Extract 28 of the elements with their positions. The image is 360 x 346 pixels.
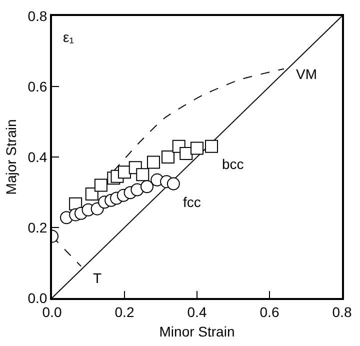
y-tick-label: 0.6	[28, 78, 48, 94]
point	[180, 146, 193, 160]
y-tick-label: 0.0	[28, 290, 48, 306]
x-axis-title: Minor Strain	[159, 324, 235, 340]
series-label: VM	[296, 66, 317, 82]
point	[166, 177, 180, 190]
x-tick-label: 0.0	[42, 304, 62, 320]
x-tick-label: 0.4	[187, 304, 207, 320]
x-tick-label: 0.8	[332, 304, 352, 320]
point	[162, 150, 174, 164]
y-tick-label: 0.2	[28, 219, 48, 236]
y-tick-label: 0.8	[28, 8, 48, 24]
x-tick-label: 0.6	[260, 304, 280, 320]
x-tick-label: 0.2	[114, 304, 134, 320]
point	[190, 142, 204, 155]
y-tick-label: 0.4	[28, 148, 48, 165]
series-label: bcc	[222, 156, 244, 172]
point	[85, 188, 98, 201]
series-label: T	[93, 270, 102, 286]
point	[205, 140, 218, 153]
y-axis-title: Major Strain	[2, 119, 19, 195]
series-label: fcc	[183, 194, 201, 210]
annotation: ε₁	[63, 29, 74, 45]
point	[136, 168, 150, 182]
point	[147, 156, 160, 169]
point	[118, 166, 131, 179]
point	[140, 180, 154, 194]
point	[94, 178, 108, 192]
